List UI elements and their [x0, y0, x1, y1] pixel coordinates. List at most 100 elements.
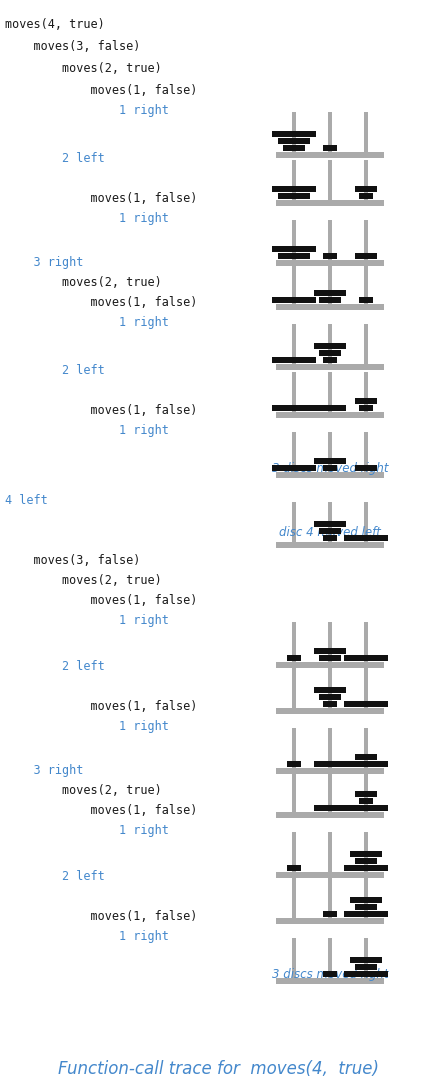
Bar — [272, 357, 316, 363]
Bar — [364, 772, 368, 812]
Bar — [323, 535, 337, 541]
Bar — [364, 728, 368, 768]
Bar — [355, 791, 377, 797]
Bar — [364, 264, 368, 304]
Bar — [287, 761, 301, 767]
Bar — [323, 700, 337, 707]
Bar — [319, 296, 341, 303]
Bar — [314, 521, 346, 527]
Bar — [272, 131, 316, 137]
Text: 1 right: 1 right — [5, 212, 169, 225]
Bar — [272, 247, 316, 252]
Bar — [355, 397, 377, 404]
Bar — [344, 655, 388, 661]
Bar — [292, 220, 296, 260]
Bar — [276, 260, 384, 266]
Bar — [350, 897, 382, 902]
Bar — [287, 866, 301, 871]
Text: moves(1, false): moves(1, false) — [5, 594, 198, 607]
Text: moves(1, false): moves(1, false) — [5, 296, 198, 310]
Bar — [292, 938, 296, 978]
Text: 2 left: 2 left — [5, 870, 105, 883]
Bar — [323, 911, 337, 917]
Bar — [314, 761, 346, 767]
Bar — [364, 622, 368, 662]
Bar — [276, 872, 384, 877]
Bar — [328, 772, 332, 812]
Bar — [323, 253, 337, 258]
Text: 2 left: 2 left — [5, 364, 105, 377]
Bar — [344, 700, 388, 707]
Bar — [314, 343, 346, 349]
Bar — [328, 372, 332, 412]
Bar — [323, 357, 337, 363]
Bar — [344, 911, 388, 917]
Text: moves(1, false): moves(1, false) — [5, 700, 198, 714]
Bar — [328, 938, 332, 978]
Bar — [276, 412, 384, 418]
Bar — [292, 372, 296, 412]
Bar — [364, 112, 368, 152]
Text: 3 discs moved right: 3 discs moved right — [272, 968, 388, 981]
Bar — [328, 502, 332, 542]
Text: moves(1, false): moves(1, false) — [5, 84, 198, 97]
Text: moves(2, true): moves(2, true) — [5, 784, 162, 797]
Bar — [319, 350, 341, 356]
Text: 1 right: 1 right — [5, 104, 169, 117]
Text: moves(1, false): moves(1, false) — [5, 910, 198, 923]
Bar — [328, 220, 332, 260]
Bar — [328, 832, 332, 872]
Bar — [323, 465, 337, 471]
Bar — [328, 668, 332, 708]
Bar — [355, 754, 377, 760]
Bar — [292, 832, 296, 872]
Text: disc 4 moved left: disc 4 moved left — [279, 526, 381, 539]
Bar — [359, 193, 373, 199]
Bar — [292, 502, 296, 542]
Text: 3 right: 3 right — [5, 763, 83, 776]
Bar — [276, 152, 384, 157]
Text: moves(1, false): moves(1, false) — [5, 192, 198, 205]
Bar — [292, 728, 296, 768]
Bar — [328, 432, 332, 472]
Bar — [287, 655, 301, 661]
Bar — [355, 465, 377, 471]
Bar — [355, 964, 377, 970]
Bar — [359, 296, 373, 303]
Bar — [276, 200, 384, 206]
Bar — [355, 186, 377, 192]
Bar — [276, 662, 384, 668]
Text: 1 right: 1 right — [5, 424, 169, 437]
Bar — [314, 648, 346, 654]
Bar — [292, 324, 296, 364]
Bar — [314, 805, 346, 811]
Text: 3 right: 3 right — [5, 256, 83, 269]
Bar — [272, 465, 316, 471]
Bar — [276, 472, 384, 478]
Bar — [364, 668, 368, 708]
Bar — [364, 432, 368, 472]
Bar — [364, 832, 368, 872]
Bar — [328, 622, 332, 662]
Bar — [355, 858, 377, 864]
Bar — [278, 138, 310, 144]
Bar — [364, 324, 368, 364]
Text: moves(2, true): moves(2, true) — [5, 276, 162, 289]
Text: moves(2, true): moves(2, true) — [5, 574, 162, 588]
Bar — [328, 877, 332, 918]
Bar — [323, 971, 337, 977]
Bar — [292, 160, 296, 200]
Text: moves(3, false): moves(3, false) — [5, 554, 140, 567]
Bar — [328, 728, 332, 768]
Bar — [328, 112, 332, 152]
Bar — [276, 812, 384, 818]
Bar — [276, 918, 384, 924]
Bar — [292, 772, 296, 812]
Bar — [364, 160, 368, 200]
Bar — [328, 324, 332, 364]
Bar — [359, 405, 373, 411]
Text: moves(1, false): moves(1, false) — [5, 404, 198, 417]
Bar — [364, 938, 368, 978]
Bar — [364, 372, 368, 412]
Bar — [276, 708, 384, 714]
